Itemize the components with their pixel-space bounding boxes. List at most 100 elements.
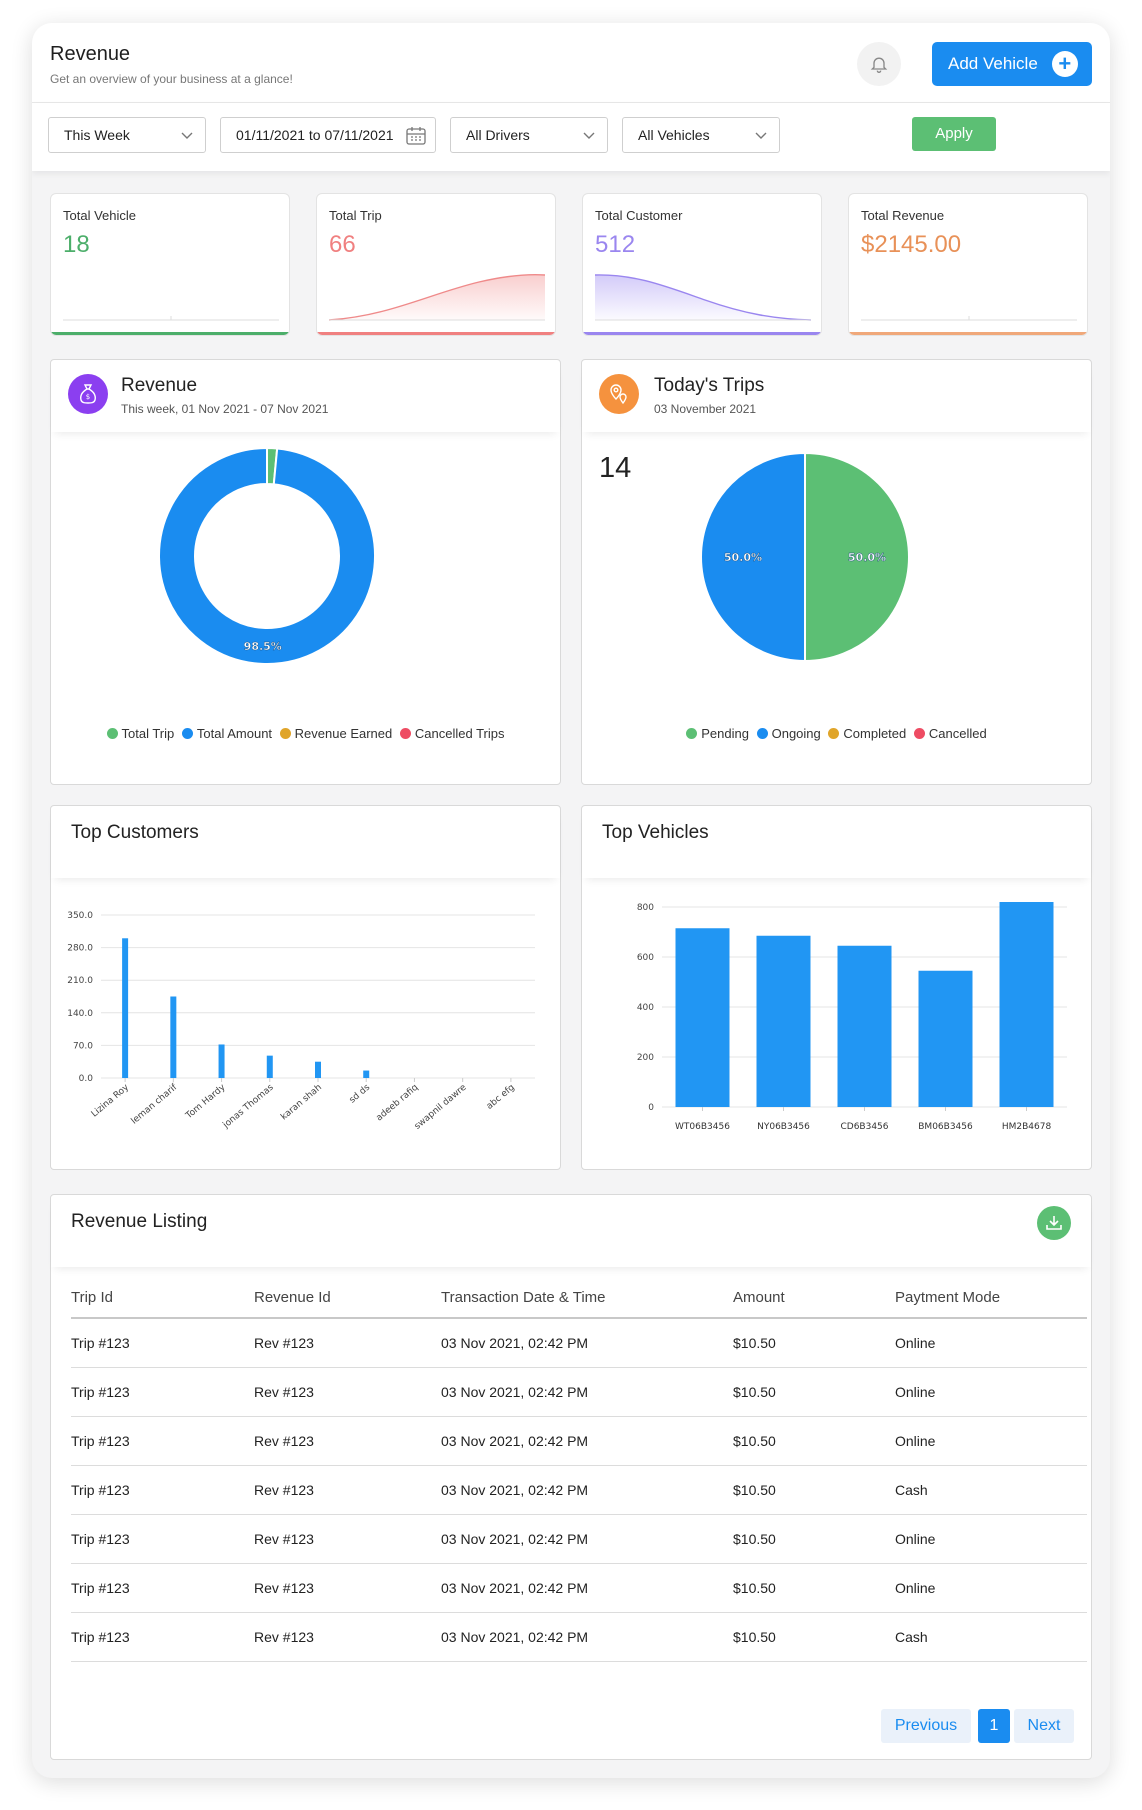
legend-item[interactable]: Total Trip bbox=[106, 726, 175, 741]
legend-item[interactable]: Completed bbox=[828, 726, 906, 741]
column-header: Revenue Id bbox=[254, 1289, 331, 1306]
pie-slice[interactable] bbox=[804, 451, 910, 663]
notification-button[interactable] bbox=[857, 42, 901, 86]
stat-card-total-revenue: Total Revenue $2145.00 bbox=[848, 193, 1088, 336]
trips-legend: Pending Ongoing Completed Cancelled bbox=[582, 726, 1091, 742]
table-cell: Online bbox=[895, 1335, 936, 1351]
x-tick-label: Tom Hardy bbox=[184, 1082, 228, 1122]
bar[interactable] bbox=[756, 935, 811, 1107]
table-cell: Online bbox=[895, 1580, 936, 1596]
stat-accent-bar bbox=[583, 332, 821, 335]
pie-slice[interactable] bbox=[158, 448, 376, 665]
x-tick-label: swapnil dawre bbox=[413, 1082, 469, 1131]
table-row[interactable]: Trip #123 Rev #123 03 Nov 2021, 02:42 PM $1… bbox=[71, 1515, 1087, 1564]
x-tick-label: leman charif bbox=[130, 1082, 180, 1126]
table-cell: Cash bbox=[895, 1629, 928, 1645]
date-range-value: 01/11/2021 to 07/11/2021 bbox=[236, 127, 394, 143]
bar[interactable] bbox=[999, 902, 1054, 1107]
card-header: $ Revenue This week, 01 Nov 2021 - 07 No… bbox=[51, 360, 560, 432]
date-range-field[interactable]: 01/11/2021 to 07/11/2021 bbox=[220, 117, 436, 153]
y-tick-label: 400 bbox=[637, 1003, 654, 1013]
legend-item[interactable]: Cancelled bbox=[913, 726, 987, 741]
bar[interactable] bbox=[170, 996, 177, 1079]
x-tick-label: NY06B3456 bbox=[757, 1122, 810, 1132]
card-header: Today's Trips 03 November 2021 bbox=[582, 360, 1091, 432]
table-row[interactable]: Trip #123 Rev #123 03 Nov 2021, 02:42 PM $1… bbox=[71, 1417, 1087, 1466]
table-cell: Online bbox=[895, 1433, 936, 1449]
bar[interactable] bbox=[266, 1055, 273, 1078]
card-header: Top Customers bbox=[51, 806, 560, 878]
download-button[interactable] bbox=[1037, 1206, 1071, 1240]
apply-button[interactable]: Apply bbox=[912, 117, 996, 151]
stat-card-total-vehicle: Total Vehicle 18 bbox=[50, 193, 290, 336]
legend-item[interactable]: Total Amount bbox=[181, 726, 272, 741]
legend-label: Cancelled bbox=[928, 726, 987, 741]
bar[interactable] bbox=[363, 1070, 370, 1078]
table-cell: 03 Nov 2021, 02:42 PM bbox=[441, 1580, 589, 1596]
table-cell: Rev #123 bbox=[254, 1629, 314, 1645]
bar[interactable] bbox=[918, 970, 973, 1107]
table-row[interactable]: Trip #123 Rev #123 03 Nov 2021, 02:42 PM $1… bbox=[71, 1368, 1087, 1417]
table-row[interactable]: Trip #123 Rev #123 03 Nov 2021, 02:42 PM $1… bbox=[71, 1466, 1087, 1515]
y-tick-label: 800 bbox=[637, 903, 654, 913]
bar[interactable] bbox=[837, 945, 892, 1107]
add-vehicle-button[interactable]: Add Vehicle + bbox=[932, 42, 1092, 86]
next-page-button[interactable]: Next bbox=[1014, 1709, 1074, 1743]
legend-dot bbox=[686, 728, 698, 739]
y-tick-label: 70.0 bbox=[73, 1041, 93, 1051]
legend-item[interactable]: Revenue Earned bbox=[279, 726, 393, 741]
card-header: Revenue Listing bbox=[51, 1195, 1091, 1267]
table-cell: 03 Nov 2021, 02:42 PM bbox=[441, 1482, 589, 1498]
table-cell: Trip #123 bbox=[71, 1384, 130, 1400]
stat-accent-bar bbox=[51, 332, 289, 335]
table-cell: Trip #123 bbox=[71, 1629, 130, 1645]
table-cell: $10.50 bbox=[733, 1580, 776, 1596]
chevron-down-icon bbox=[583, 132, 595, 139]
table-row[interactable]: Trip #123 Rev #123 03 Nov 2021, 02:42 PM $1… bbox=[71, 1319, 1087, 1368]
column-header: Transaction Date & Time bbox=[441, 1289, 606, 1306]
header-divider bbox=[71, 1317, 1087, 1319]
data-label: 98.5% bbox=[244, 640, 282, 653]
table-cell: $10.50 bbox=[733, 1531, 776, 1547]
bar[interactable] bbox=[675, 928, 730, 1107]
dashboard-frame: Revenue Get an overview of your business… bbox=[32, 23, 1110, 1778]
table-cell: $10.50 bbox=[733, 1629, 776, 1645]
stat-accent-bar bbox=[849, 332, 1087, 335]
card-title: Revenue bbox=[121, 375, 198, 396]
table-cell: Trip #123 bbox=[71, 1580, 130, 1596]
vehicles-select[interactable]: All Vehicles bbox=[622, 117, 780, 153]
page-1-button[interactable]: 1 bbox=[978, 1709, 1010, 1743]
card-title: Revenue Listing bbox=[71, 1211, 208, 1232]
stat-card-total-customer: Total Customer 512 bbox=[582, 193, 822, 336]
y-tick-label: 200 bbox=[637, 1053, 654, 1063]
legend-item[interactable]: Pending bbox=[686, 726, 749, 741]
table-cell: Rev #123 bbox=[254, 1384, 314, 1400]
table-row[interactable]: Trip #123 Rev #123 03 Nov 2021, 02:42 PM $1… bbox=[71, 1564, 1087, 1613]
legend-dot bbox=[756, 728, 768, 739]
pie-slice[interactable] bbox=[700, 451, 806, 663]
legend-label: Revenue Earned bbox=[294, 726, 393, 741]
y-tick-label: 280.0 bbox=[67, 944, 93, 954]
stat-label: Total Customer bbox=[595, 208, 683, 223]
legend-item[interactable]: Cancelled Trips bbox=[399, 726, 504, 741]
bar[interactable] bbox=[315, 1061, 321, 1078]
bar[interactable] bbox=[122, 938, 129, 1078]
calendar-icon[interactable] bbox=[405, 125, 427, 147]
table-cell: Rev #123 bbox=[254, 1433, 314, 1449]
stat-value: 66 bbox=[329, 231, 356, 258]
period-select[interactable]: This Week bbox=[48, 117, 206, 153]
table-cell: Rev #123 bbox=[254, 1335, 314, 1351]
legend-label: Pending bbox=[701, 726, 749, 741]
table-row[interactable]: Trip #123 Rev #123 03 Nov 2021, 02:42 PM $1… bbox=[71, 1613, 1087, 1662]
previous-page-button[interactable]: Previous bbox=[881, 1709, 971, 1743]
vehicles-value: All Vehicles bbox=[638, 127, 710, 143]
legend-item[interactable]: Ongoing bbox=[756, 726, 821, 741]
legend-dot bbox=[399, 728, 411, 739]
page-title: Revenue bbox=[50, 43, 131, 65]
x-tick-label: WT06B3456 bbox=[675, 1122, 730, 1132]
legend-label: Total Trip bbox=[121, 726, 175, 741]
drivers-select[interactable]: All Drivers bbox=[450, 117, 608, 153]
data-label: 50.0% bbox=[848, 551, 886, 564]
bar[interactable] bbox=[218, 1044, 225, 1078]
x-tick-label: sd ds bbox=[348, 1082, 373, 1105]
